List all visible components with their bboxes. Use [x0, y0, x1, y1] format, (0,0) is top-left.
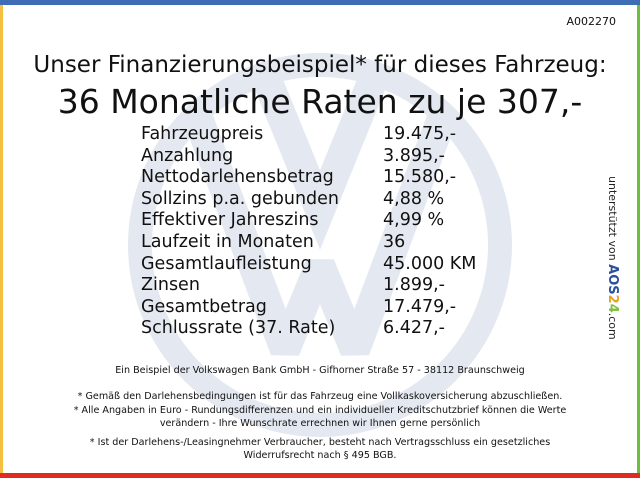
sponsor-note: unterstützt von AOS24.com: [605, 176, 620, 356]
table-row: Laufzeit in Monaten 36: [141, 232, 476, 254]
row-label: Gesamtlaufleistung: [141, 253, 312, 274]
row-label: Effektiver Jahreszins: [141, 210, 319, 231]
table-row: Nettodarlehensbetrag 15.580,-: [141, 167, 476, 189]
row-label: Zinsen: [141, 275, 200, 296]
sponsor-suffix: .com: [606, 312, 619, 340]
row-value: 4,99 %: [383, 210, 445, 231]
row-label: Nettodarlehensbetrag: [141, 167, 334, 188]
sponsor-prefix: unterstützt von: [606, 176, 619, 261]
bank-info: Ein Beispiel der Volkswagen Bank GmbH - …: [115, 365, 525, 376]
table-row: Sollzins p.a. gebunden 4,88 %: [141, 189, 476, 211]
row-value: 36: [383, 231, 406, 252]
right-border: [637, 5, 640, 473]
table-row: Effektiver Jahreszins 4,99 %: [141, 210, 476, 232]
top-border: [0, 0, 640, 5]
row-label: Fahrzeugpreis: [141, 124, 264, 144]
row-value: 45.000 KM: [383, 253, 477, 274]
footnote-withdrawal-2: Widerrufsrecht nach § 495 BGB.: [243, 450, 397, 461]
table-row: Anzahlung 3.895,-: [141, 146, 476, 168]
row-label: Schlussrate (37. Rate): [141, 318, 336, 339]
footnote-withdrawal-1: * Ist der Darlehens-/Leasingnehmer Verbr…: [89, 437, 551, 448]
row-value: 4,88 %: [383, 188, 445, 209]
row-label: Sollzins p.a. gebunden: [141, 188, 340, 209]
table-row: Gesamtbetrag 17.479,-: [141, 297, 476, 319]
vw-logo-watermark: [128, 53, 512, 437]
row-value: 19.475,-: [383, 124, 457, 144]
headline: Unser Finanzierungsbeispiel* für dieses …: [33, 52, 607, 78]
reference-code: A002270: [566, 15, 616, 28]
bottom-border: [0, 473, 640, 478]
footnote-euro-2: verändern - Ihre Wunschrate errechnen wi…: [159, 418, 481, 429]
monthly-rate-headline: 36 Monatliche Raten zu je 307,-: [57, 82, 583, 121]
row-value: 17.479,-: [383, 296, 457, 317]
row-value: 6.427,-: [383, 318, 445, 339]
row-label: Gesamtbetrag: [141, 296, 267, 317]
left-border: [0, 5, 3, 473]
row-value: 15.580,-: [383, 167, 457, 188]
footnote-euro-1: * Alle Angaben in Euro - Rundungsdiffere…: [73, 405, 567, 416]
row-value: 1.899,-: [383, 275, 445, 296]
table-row: Gesamtlaufleistung 45.000 KM: [141, 254, 476, 276]
row-value: 3.895,-: [383, 145, 445, 166]
table-row: Schlussrate (37. Rate) 6.427,-: [141, 318, 476, 340]
aos24-logo: AOS24: [605, 264, 620, 313]
table-row: Fahrzeugpreis 19.475,-: [141, 124, 476, 146]
row-label: Anzahlung: [141, 145, 234, 166]
footnote-insurance: * Gemäß den Darlehensbedingungen ist für…: [77, 391, 563, 402]
finance-table: Fahrzeugpreis 19.475,- Anzahlung 3.895,- Net…: [141, 124, 476, 340]
table-row: Zinsen 1.899,-: [141, 275, 476, 297]
row-label: Laufzeit in Monaten: [141, 231, 314, 252]
